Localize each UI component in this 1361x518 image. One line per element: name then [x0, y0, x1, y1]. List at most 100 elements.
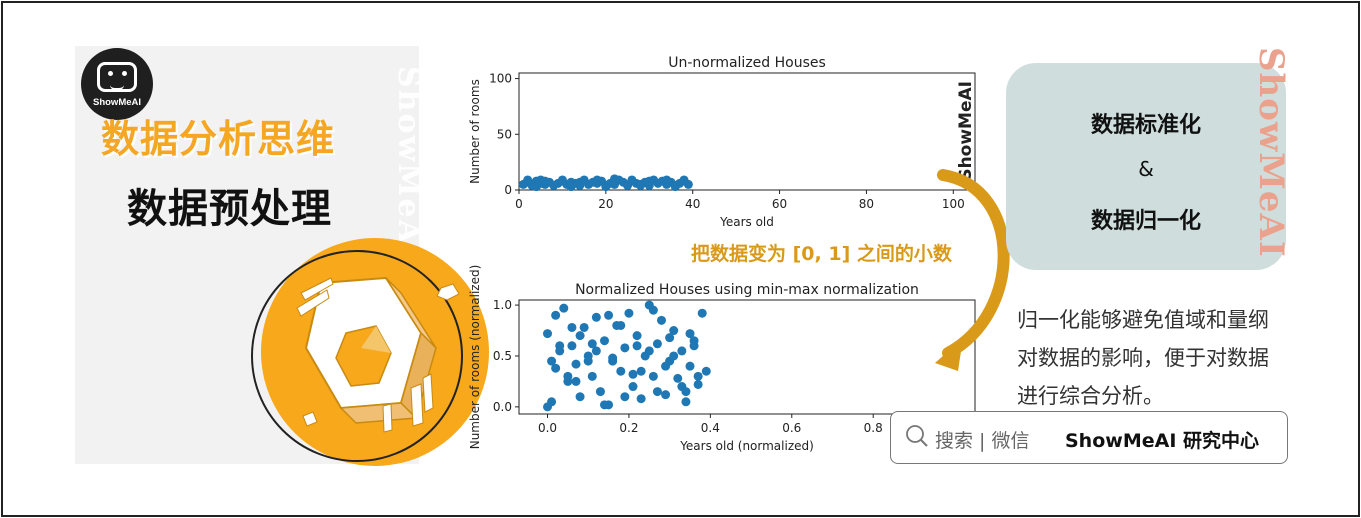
ampersand: &: [1138, 157, 1154, 181]
x-tick-label: 0: [515, 197, 523, 211]
circle-outline: [251, 250, 463, 462]
data-point: [632, 331, 642, 341]
x-tick-label: 0.0: [538, 421, 557, 435]
data-point: [571, 376, 581, 386]
plot-area: [518, 72, 976, 191]
data-point: [531, 182, 541, 192]
data-point: [543, 329, 552, 339]
right-watermark: ShowMeAI: [1251, 47, 1291, 258]
data-point: [616, 320, 626, 330]
data-point: [628, 369, 638, 379]
chart-watermark: ShowMeAI: [956, 81, 976, 181]
data-point: [557, 175, 567, 185]
data-point: [563, 371, 573, 381]
x-tick-label: 0.4: [701, 421, 720, 435]
data-point: [661, 390, 671, 400]
arrow-head-icon: [935, 338, 963, 371]
data-point: [601, 182, 611, 192]
data-point: [583, 356, 593, 366]
wechat-search-box[interactable]: 搜索 | 微信 ShowMeAI 研究中心: [890, 411, 1288, 464]
data-point: [689, 336, 699, 346]
data-point: [657, 315, 666, 325]
banner-title: 数据分析思维: [101, 117, 336, 161]
x-tick-label: 80: [859, 197, 874, 211]
data-point: [693, 379, 703, 389]
y-tick-label: 0.5: [493, 349, 512, 363]
data-point: [610, 174, 620, 184]
data-point: [620, 392, 630, 402]
data-point: [575, 392, 585, 402]
data-point: [624, 308, 634, 318]
data-point: [595, 387, 605, 397]
data-point: [661, 361, 671, 371]
data-point: [547, 356, 557, 366]
banner-subtitle: 数据预处理: [127, 186, 332, 232]
search-brand: ShowMeAI 研究中心: [1065, 430, 1259, 452]
x-tick-label: 0.2: [619, 421, 638, 435]
data-point: [600, 336, 609, 346]
data-point: [579, 322, 589, 332]
data-point: [567, 341, 577, 351]
data-point: [652, 387, 662, 397]
data-point: [627, 175, 637, 185]
data-point: [636, 181, 646, 191]
data-point: [677, 346, 687, 356]
data-point: [673, 373, 683, 383]
data-point: [591, 312, 601, 322]
data-point: [669, 326, 679, 336]
data-point: [693, 371, 703, 381]
y-tick-label: 100: [489, 72, 512, 86]
normalization-label: 数据归一化: [1090, 209, 1201, 234]
data-point: [575, 177, 585, 187]
data-point: [604, 310, 614, 320]
data-point: [644, 176, 654, 186]
y-tick-label: 1.0: [493, 298, 512, 312]
y-tick-label: 0.0: [493, 400, 512, 414]
data-point: [628, 382, 638, 392]
search-label: 搜索 | 微信: [935, 430, 1030, 452]
search-icon: [906, 425, 928, 447]
data-point: [685, 361, 695, 371]
chart-normalized: Normalized Houses using min-max normaliz…: [468, 265, 976, 453]
data-point: [587, 339, 597, 349]
data-point: [559, 303, 569, 313]
data-point: [591, 346, 601, 356]
x-axis-label: Years old (normalized): [679, 439, 814, 453]
data-point: [571, 359, 581, 369]
banner-watermark: ShowMeAI: [391, 66, 419, 261]
data-point: [551, 310, 561, 320]
data-point: [636, 394, 646, 404]
curved-arrow: [937, 169, 1010, 359]
hexagon-nut-illustration: [296, 276, 460, 433]
arrow-label: 把数据变为 [0, 1] 之间的小数: [691, 243, 952, 265]
y-tick-label: 0: [504, 183, 512, 197]
x-tick-label: 40: [685, 197, 700, 211]
data-point: [551, 363, 561, 373]
data-point: [555, 341, 565, 351]
data-point: [681, 397, 691, 407]
data-point: [616, 366, 626, 376]
data-point: [543, 402, 552, 412]
x-tick-label: 0.6: [782, 421, 801, 435]
data-point: [681, 387, 691, 397]
chart-title: Un-normalized Houses: [668, 55, 826, 71]
data-point: [636, 366, 646, 376]
data-point: [669, 351, 679, 361]
data-point: [567, 322, 577, 332]
data-point: [701, 366, 711, 376]
data-point: [652, 339, 662, 349]
data-point: [648, 305, 658, 315]
data-point: [592, 175, 602, 185]
data-point: [685, 329, 695, 339]
data-point: [523, 175, 533, 185]
data-point: [697, 308, 707, 318]
chart-unnormalized: Un-normalized Houses Years old Number of r…: [468, 55, 976, 229]
showmeai-logo: ShowMeAI: [81, 48, 153, 120]
data-point: [632, 341, 642, 351]
teal-box: [1006, 63, 1286, 270]
data-point: [670, 182, 680, 192]
data-point: [540, 176, 550, 186]
chart-title: Normalized Houses using min-max normaliz…: [575, 282, 919, 298]
description-text: 归一化能够避免值域和量纲对数据的影响，便于对数据进行综合分析。: [1017, 308, 1269, 408]
data-point: [575, 331, 585, 341]
